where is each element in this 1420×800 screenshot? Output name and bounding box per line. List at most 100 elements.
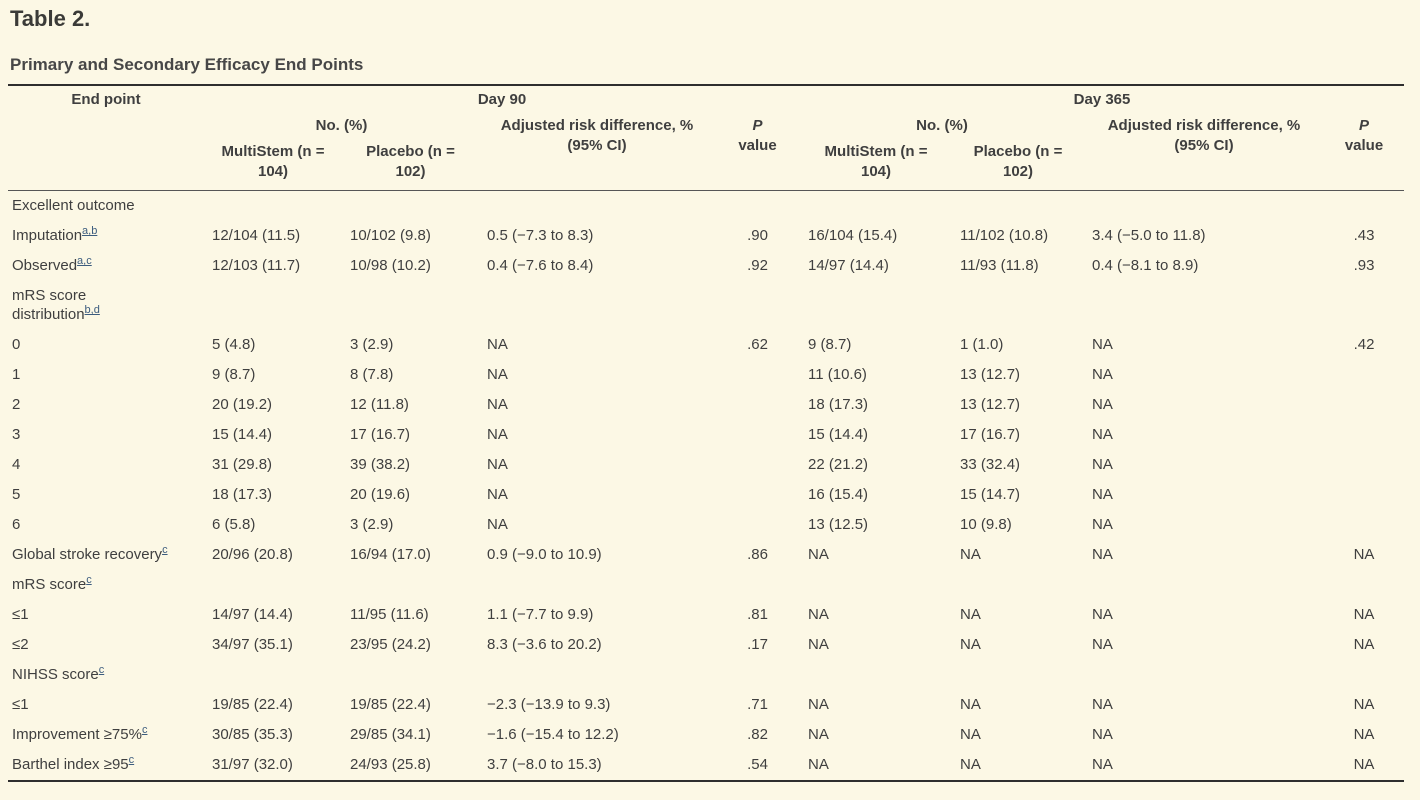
table-cell: 20 (19.6)	[342, 480, 479, 510]
table-cell	[1324, 660, 1404, 690]
table-cell	[715, 450, 800, 480]
table-cell: .93	[1324, 251, 1404, 281]
table-cell: 0.4 (−8.1 to 8.9)	[1084, 251, 1324, 281]
table-row: Global stroke recoveryc20/96 (20.8)16/94…	[8, 540, 1404, 570]
article-table-section: Table 2. Primary and Secondary Efficacy …	[0, 0, 1420, 782]
table-cell: .90	[715, 221, 800, 251]
table-cell	[1324, 450, 1404, 480]
table-cell: 10/102 (9.8)	[342, 221, 479, 251]
table-cell	[479, 281, 715, 330]
table-row: Excellent outcome	[8, 191, 1404, 222]
table-cell: NA	[1324, 600, 1404, 630]
table-cell	[715, 281, 800, 330]
table-row: 220 (19.2)12 (11.8)NA18 (17.3)13 (12.7)N…	[8, 390, 1404, 420]
table-cell: NA	[1084, 720, 1324, 750]
table-cell: NA	[952, 630, 1084, 660]
table-cell: .71	[715, 690, 800, 720]
table-cell: 17 (16.7)	[952, 420, 1084, 450]
row-label: Imputation	[12, 227, 82, 244]
table-cell: NA	[800, 690, 952, 720]
row-label: 5	[12, 486, 20, 503]
footnote-link[interactable]: a,b	[82, 225, 97, 237]
table-cell: 13 (12.7)	[952, 360, 1084, 390]
table-cell: NA	[1084, 510, 1324, 540]
table-cell: 17 (16.7)	[342, 420, 479, 450]
table-cell	[952, 281, 1084, 330]
table-cell	[952, 660, 1084, 690]
table-cell: 15 (14.4)	[800, 420, 952, 450]
col-group-day90: Day 90	[204, 85, 800, 112]
table-cell: NA	[800, 600, 952, 630]
table-cell: 11 (10.6)	[800, 360, 952, 390]
row-label: NIHSS score	[12, 666, 99, 683]
table-row: mRS score distributionb,d	[8, 281, 1404, 330]
header-row-groups: End point Day 90 Day 365	[8, 85, 1404, 112]
col-header-end-point: End point	[8, 85, 204, 191]
table-cell: 33 (32.4)	[952, 450, 1084, 480]
table-cell: NA	[952, 690, 1084, 720]
row-label: 1	[12, 366, 20, 383]
footnote-link[interactable]: c	[99, 664, 105, 676]
table-cell: .81	[715, 600, 800, 630]
table-cell: NA	[1084, 480, 1324, 510]
footnote-link[interactable]: c	[142, 724, 148, 736]
row-label: Excellent outcome	[12, 197, 135, 214]
footnote-link[interactable]: b,d	[85, 304, 100, 316]
table-cell	[715, 570, 800, 600]
col-header-placebo-day365: Placebo (n = 102)	[952, 138, 1084, 191]
p-value-italic-p: P	[752, 117, 762, 134]
row-label-cell: Observeda,c	[8, 251, 204, 281]
row-label-cell: 3	[8, 420, 204, 450]
table-cell: 13 (12.7)	[952, 390, 1084, 420]
table-cell	[204, 660, 342, 690]
table-cell: .92	[715, 251, 800, 281]
table-row: 315 (14.4)17 (16.7)NA15 (14.4)17 (16.7)N…	[8, 420, 1404, 450]
table-cell: 10/98 (10.2)	[342, 251, 479, 281]
table-cell: NA	[800, 540, 952, 570]
table-cell: NA	[479, 420, 715, 450]
row-label-cell: Global stroke recoveryc	[8, 540, 204, 570]
table-cell: 12 (11.8)	[342, 390, 479, 420]
table-cell	[479, 660, 715, 690]
footnote-link[interactable]: c	[129, 754, 135, 766]
efficacy-endpoints-table: End point Day 90 Day 365 No. (%) Adjuste…	[8, 84, 1404, 782]
table-cell	[952, 191, 1084, 222]
table-cell: 20 (19.2)	[204, 390, 342, 420]
table-cell: 1 (1.0)	[952, 330, 1084, 360]
table-cell: NA	[1324, 720, 1404, 750]
p-value-word: value	[717, 136, 798, 156]
row-label-cell: mRS score distributionb,d	[8, 281, 204, 330]
table-cell: 22 (21.2)	[800, 450, 952, 480]
col-header-placebo-day90: Placebo (n = 102)	[342, 138, 479, 191]
footnote-link[interactable]: c	[162, 544, 168, 556]
table-cell: NA	[800, 750, 952, 781]
table-cell: 9 (8.7)	[800, 330, 952, 360]
table-cell: NA	[1324, 750, 1404, 781]
table-cell	[1084, 660, 1324, 690]
p-value-italic-p: P	[1359, 117, 1369, 134]
footnote-link[interactable]: a,c	[77, 255, 92, 267]
table-cell: 23/95 (24.2)	[342, 630, 479, 660]
table-cell: 6 (5.8)	[204, 510, 342, 540]
table-row: Barthel index ≥95c31/97 (32.0)24/93 (25.…	[8, 750, 1404, 781]
table-cell	[715, 420, 800, 450]
table-row: 431 (29.8)39 (38.2)NA22 (21.2)33 (32.4)N…	[8, 450, 1404, 480]
table-cell: 10 (9.8)	[952, 510, 1084, 540]
row-label: mRS score distribution	[12, 287, 86, 323]
table-cell: NA	[479, 330, 715, 360]
table-cell: NA	[952, 720, 1084, 750]
table-cell: 16 (15.4)	[800, 480, 952, 510]
table-cell: 12/103 (11.7)	[204, 251, 342, 281]
table-cell: 1.1 (−7.7 to 9.9)	[479, 600, 715, 630]
table-cell: .42	[1324, 330, 1404, 360]
row-label: Barthel index ≥95	[12, 756, 129, 773]
table-cell	[952, 570, 1084, 600]
table-cell	[715, 480, 800, 510]
row-label-cell: 4	[8, 450, 204, 480]
table-cell: NA	[479, 510, 715, 540]
table-cell: NA	[1084, 330, 1324, 360]
row-label: mRS score	[12, 576, 86, 593]
footnote-link[interactable]: c	[86, 574, 92, 586]
table-cell	[1324, 191, 1404, 222]
table-cell: NA	[1324, 690, 1404, 720]
